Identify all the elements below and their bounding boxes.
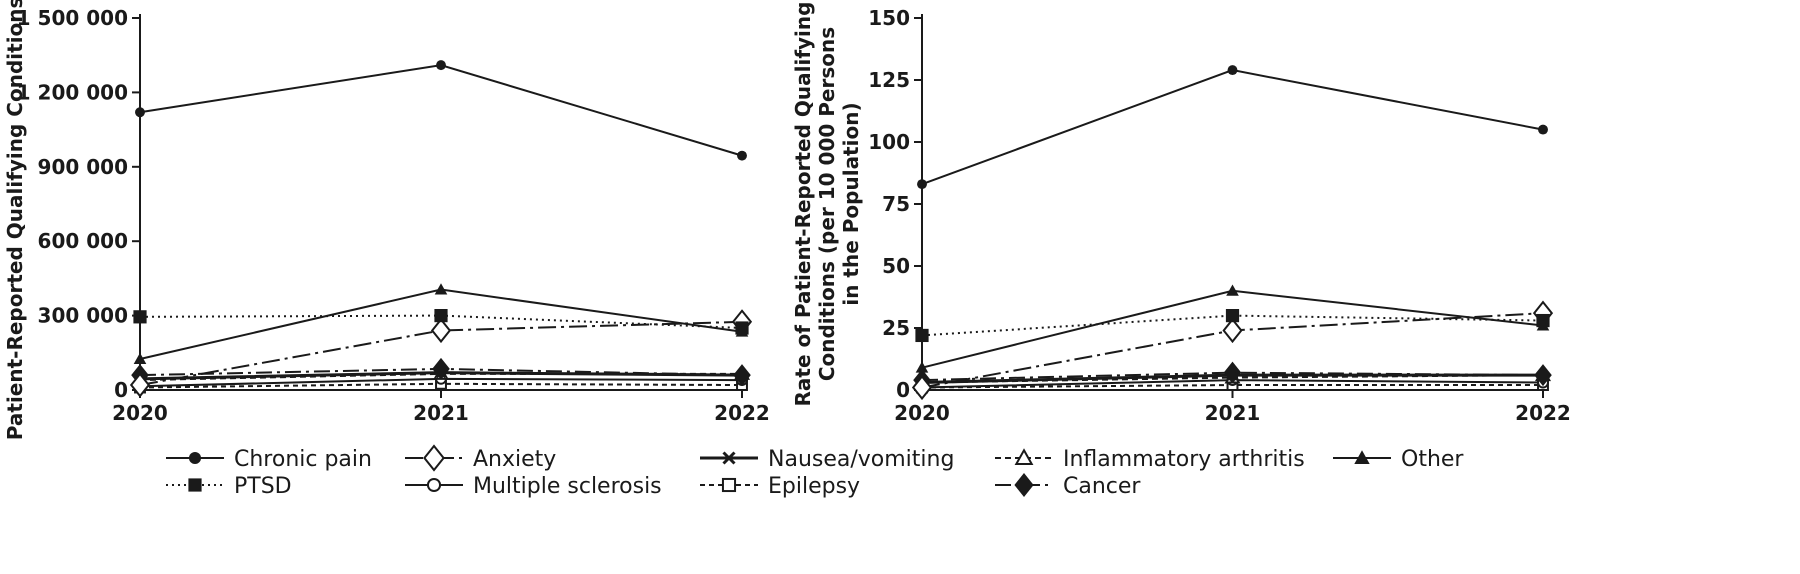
legend-marker-ptsd — [188, 478, 202, 492]
data-point-anxiety — [1222, 317, 1243, 344]
x-tick-label: 2021 — [413, 401, 469, 425]
x-tick-label: 2020 — [894, 401, 950, 425]
legend-label-multiple-sclerosis: Multiple sclerosis — [473, 474, 662, 499]
y-tick-label: 50 — [882, 254, 910, 278]
data-point-chronic-pain — [1538, 124, 1548, 135]
legend-marker-inflammatory-arthritis — [1014, 448, 1034, 466]
data-point-anxiety — [430, 317, 452, 344]
data-point-cancer — [733, 364, 751, 387]
series-line-chronic-pain — [921, 69, 1544, 186]
panel-rates: 0 25 50 75 100 125 150 2020 2021 2022 Rate of Pati… — [791, 2, 1571, 425]
legend-marker-other — [1354, 450, 1370, 465]
data-point-ptsd — [915, 328, 929, 343]
legend-label-cancer: Cancer — [1063, 474, 1141, 499]
legend-marker-nausea — [722, 451, 736, 465]
legend-label-chronic-pain: Chronic pain — [234, 447, 372, 472]
data-point-chronic-pain — [917, 179, 927, 190]
legend-marker-epilepsy — [721, 477, 737, 493]
data-point-chronic-pain — [737, 150, 747, 161]
data-point-ptsd — [1225, 309, 1240, 323]
legend: Chronic pain Anxiety Nausea/vomiting Inflam… — [166, 444, 1464, 499]
y-tick-label: 0 — [114, 378, 128, 402]
series-line-anxiety — [139, 320, 743, 387]
y-tick-label: 1 200 000 — [17, 80, 128, 104]
legend-label-inflammatory-arthritis: Inflammatory arthritis — [1063, 447, 1305, 472]
y-tick-label: 25 — [882, 316, 910, 340]
legend-marker-cancer — [1014, 473, 1034, 497]
legend-label-anxiety: Anxiety — [473, 447, 556, 472]
data-point-chronic-pain — [1227, 65, 1238, 76]
data-point-other — [133, 352, 147, 364]
series-line-ptsd — [921, 314, 1544, 337]
x-tick-label: 2022 — [714, 401, 770, 425]
data-point-chronic-pain — [436, 60, 446, 71]
series-line-chronic-pain — [139, 64, 743, 157]
y-tick-label: 300 000 — [38, 304, 128, 328]
data-point-other — [1226, 284, 1239, 296]
y-tick-label: 1 500 000 — [17, 6, 128, 30]
legend-label-other: Other — [1401, 447, 1464, 472]
data-point-cancer — [1223, 361, 1242, 384]
legend-marker-chronic-pain — [188, 451, 202, 465]
data-point-ptsd — [434, 309, 448, 323]
y-tick-label: 150 — [868, 6, 910, 30]
x-tick-label: 2020 — [112, 401, 168, 425]
data-point-other — [915, 361, 929, 373]
y-tick-label: 900 000 — [38, 155, 128, 179]
y-tick-label: 0 — [896, 378, 910, 402]
y-axis-label: Conditions (per 10 000 Persons — [815, 27, 839, 381]
y-axis-label: Patient-Reported Qualifying Conditions, … — [3, 0, 27, 440]
panel-counts: 0 300 000 600 000 900 000 1 200 000 1 500 000… — [3, 0, 770, 440]
data-point-cancer — [1534, 364, 1552, 387]
x-tick-label: 2021 — [1205, 401, 1261, 425]
y-axis-label: Rate of Patient-Reported Qualifying — [791, 2, 815, 407]
y-tick-label: 600 000 — [38, 229, 128, 253]
data-point-other — [735, 325, 749, 337]
legend-marker-anxiety — [423, 444, 445, 472]
y-tick-label: 125 — [868, 68, 910, 92]
data-point-anxiety — [911, 374, 933, 401]
data-point-cancer — [432, 357, 450, 380]
data-point-chronic-pain — [135, 107, 145, 118]
data-point-other — [434, 283, 448, 295]
y-axis-label: in the Population) — [839, 102, 863, 305]
legend-label-epilepsy: Epilepsy — [768, 474, 860, 499]
y-tick-label: 75 — [882, 192, 910, 216]
data-point-anxiety — [129, 372, 151, 398]
data-point-other — [1536, 319, 1550, 331]
legend-label-nausea: Nausea/vomiting — [768, 447, 954, 472]
x-tick-label: 2022 — [1515, 401, 1571, 425]
y-tick-label: 100 — [868, 130, 910, 154]
legend-label-ptsd: PTSD — [234, 474, 292, 499]
legend-marker-multiple-sclerosis — [426, 477, 442, 493]
data-point-ptsd — [133, 310, 147, 324]
